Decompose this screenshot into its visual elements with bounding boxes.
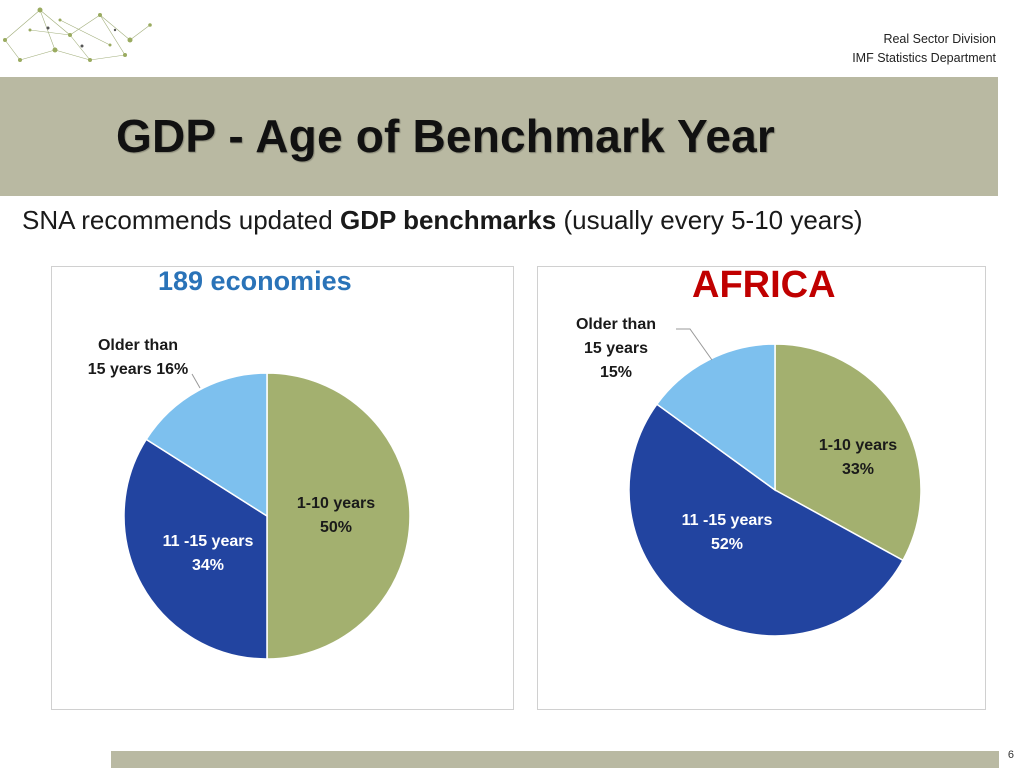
header-organization: Real Sector Division IMF Statistics Depa… — [852, 30, 996, 68]
network-logo-icon — [3, 7, 152, 62]
pie2-leader-line — [676, 328, 713, 361]
pie2-label-1-line-2: 33% — [842, 461, 874, 478]
pie1-slice-2 — [123, 438, 268, 660]
footer-bar — [111, 751, 999, 768]
pie2-label-3: Older than 15 years 15% — [576, 316, 656, 381]
pie2-label-1-line-1: 1-10 years — [819, 437, 897, 454]
pie2-label-1: 1-10 years 33% — [819, 437, 897, 478]
page-number: 6 — [1007, 749, 1014, 761]
pie2-label-3-line-2: 15 years — [584, 340, 648, 357]
pie1-slice-1 — [266, 372, 411, 660]
pie1-leader-line — [191, 373, 201, 389]
pie1-label-3-line-2: 15 years 16% — [88, 361, 189, 378]
pie1-label-1-line-2: 50% — [320, 519, 352, 536]
subtitle-bold: GDP benchmarks — [339, 205, 557, 235]
org-division: Real Sector Division — [883, 32, 996, 46]
subtitle-pre: SNA recommends updated — [22, 205, 340, 235]
pie2-label-2-line-1: 11 -15 years — [682, 512, 773, 529]
pie2-slice-3 — [655, 343, 776, 492]
pie2-label-2-line-2: 52% — [711, 536, 743, 553]
pie1-label-3: Older than 15 years 16% — [88, 337, 189, 378]
pie1-label-2-line-1: 11 -15 years — [163, 533, 254, 550]
subtitle-post: (usually every 5-10 years) — [556, 205, 863, 235]
pie2-label-2: 11 -15 years 52% — [682, 512, 773, 553]
pie2-slice-1 — [774, 343, 922, 562]
slide-subtitle: SNA recommends updated GDP benchmarks (u… — [22, 205, 863, 236]
pie2-label-3-line-1: Older than — [576, 316, 656, 333]
pie1-label-1-line-1: 1-10 years — [297, 495, 375, 512]
pie1-label-2: 11 -15 years 34% — [163, 533, 254, 574]
title-band — [0, 77, 998, 196]
pie1-label-1: 1-10 years 50% — [297, 495, 375, 536]
pie1-label-3-line-1: Older than — [98, 337, 178, 354]
pie1-label-2-line-2: 34% — [192, 557, 224, 574]
pie2-label-3-line-3: 15% — [600, 364, 632, 381]
org-department: IMF Statistics Department — [852, 51, 996, 65]
pie2-slice-2 — [628, 403, 904, 637]
slide-title: GDP - Age of Benchmark Year — [116, 110, 776, 162]
chart-title-right: AFRICA — [692, 264, 836, 306]
chart-title-left: 189 economies — [158, 266, 352, 296]
pie1-slice-3 — [145, 372, 268, 518]
